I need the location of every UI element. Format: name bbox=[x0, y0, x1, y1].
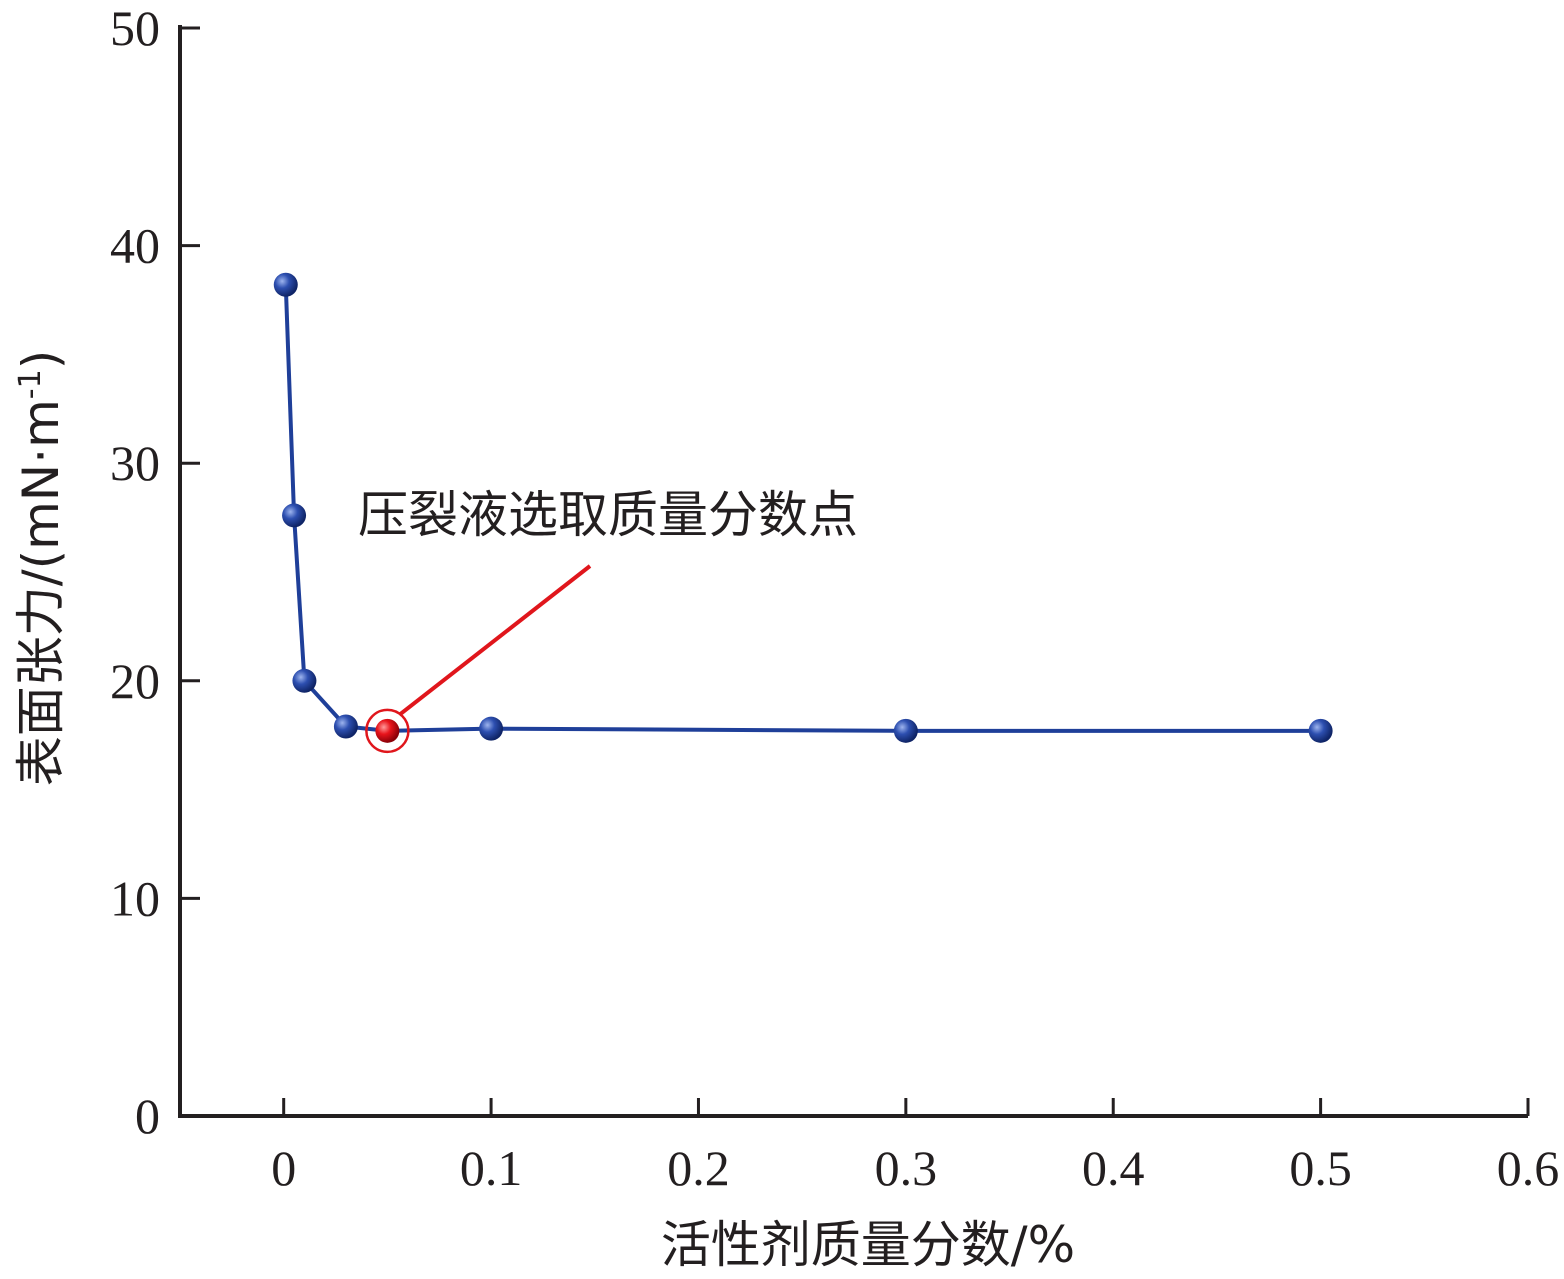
y-axis-title-sup: -1 bbox=[13, 369, 48, 399]
data-points bbox=[273, 272, 1333, 743]
x-tick-label: 0.3 bbox=[875, 1140, 938, 1196]
data-point bbox=[292, 668, 317, 693]
data-point bbox=[1308, 718, 1333, 743]
x-tick-label: 0.4 bbox=[1082, 1140, 1145, 1196]
x-tick-label: 0.5 bbox=[1289, 1140, 1352, 1196]
y-tick-label: 0 bbox=[135, 1088, 160, 1144]
y-tick-label: 10 bbox=[110, 870, 160, 926]
y-tick-label: 20 bbox=[110, 653, 160, 709]
data-point bbox=[273, 272, 298, 297]
y-tick-label: 50 bbox=[110, 0, 160, 56]
x-tick-label: 0.2 bbox=[667, 1140, 730, 1196]
y-tick-label: 30 bbox=[110, 435, 160, 491]
data-point bbox=[282, 503, 307, 528]
x-tick-label: 0.6 bbox=[1497, 1140, 1560, 1196]
y-axis-title-close: ) bbox=[12, 350, 70, 370]
annotation-text: 压裂液选取质量分数点 bbox=[358, 486, 858, 544]
x-ticks: 0 0.1 0.2 0.3 0.4 0.5 0.6 bbox=[271, 1098, 1559, 1196]
highlighted-data-point bbox=[375, 718, 400, 743]
x-axis-title: 活性剂质量分数/% bbox=[661, 1216, 1075, 1274]
y-axis-title: 表面张力/(mN·m-1) bbox=[12, 350, 70, 787]
x-tick-label: 0.1 bbox=[460, 1140, 523, 1196]
y-axis-title-main: 表面张力/(mN·m bbox=[12, 399, 70, 786]
y-tick-label: 40 bbox=[110, 218, 160, 274]
x-tick-label: 0 bbox=[271, 1140, 296, 1196]
data-point bbox=[333, 714, 358, 739]
data-point bbox=[893, 718, 918, 743]
annotation-highlight-ring bbox=[365, 708, 410, 754]
annotation-leader-line bbox=[398, 564, 592, 717]
annotation: 压裂液选取质量分数点 bbox=[358, 486, 858, 754]
data-point bbox=[479, 716, 504, 741]
axes bbox=[178, 25, 1528, 1118]
y-ticks: 0 10 20 30 40 50 bbox=[110, 0, 200, 1144]
